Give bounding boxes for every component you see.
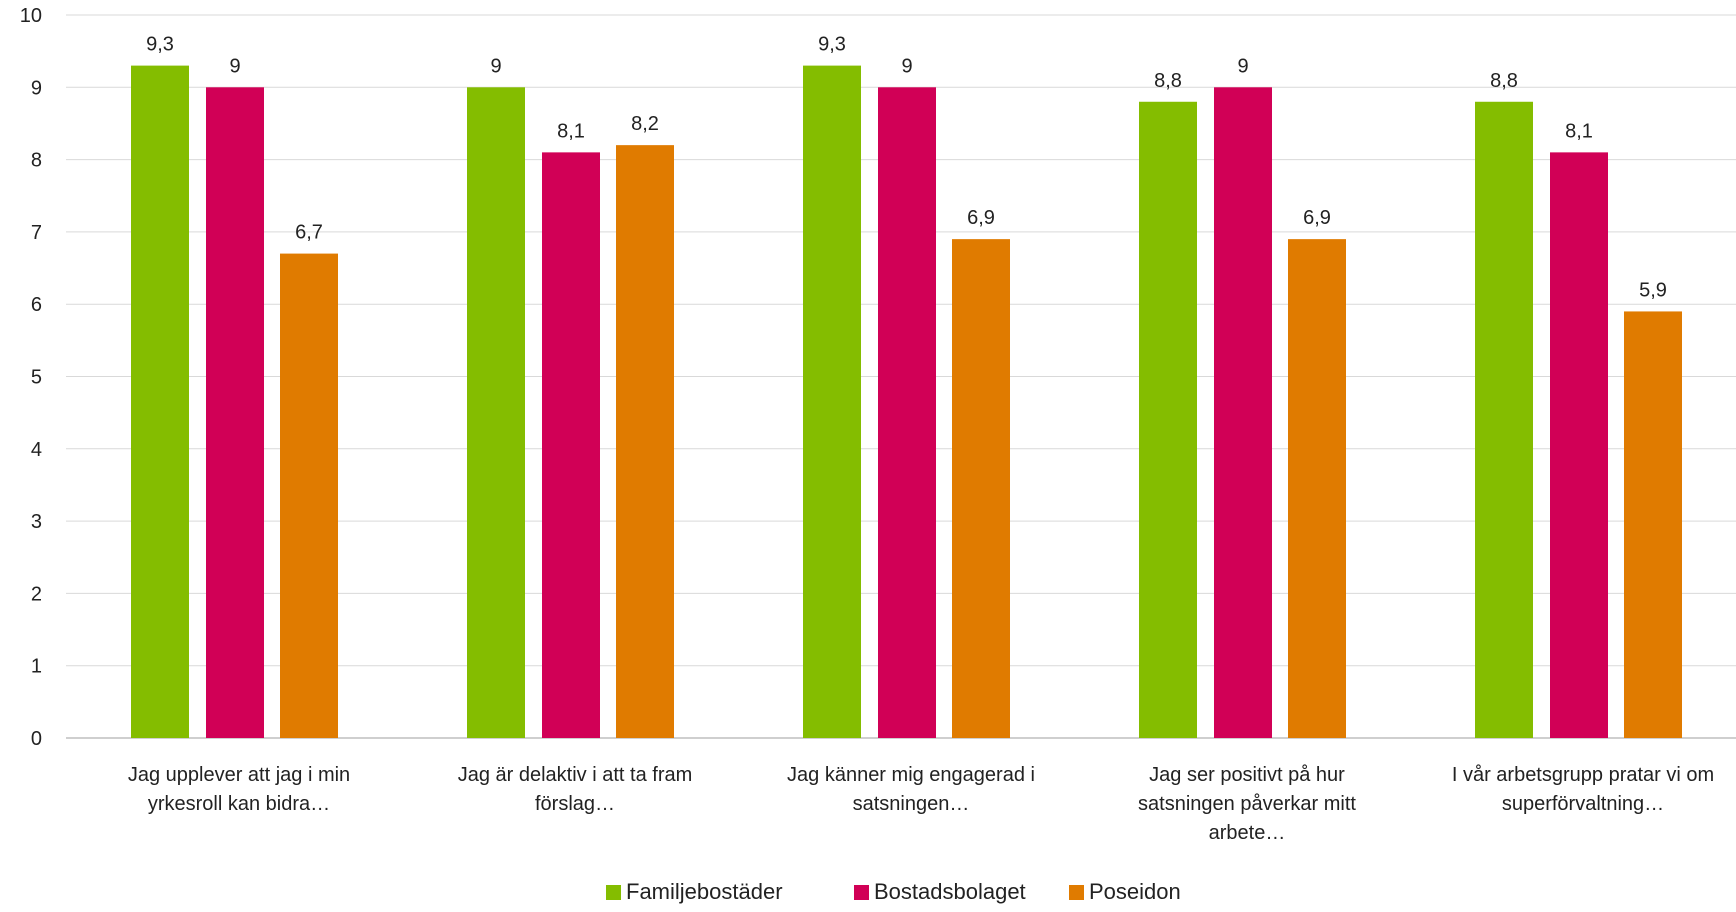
data-label: 9 [229, 55, 240, 77]
y-tick-label: 9 [31, 77, 42, 99]
bar [206, 87, 264, 739]
data-labels: 9,3 9 9,3 8,8 8,8 9 8,1 9 9 8,1 6,7 8,2 6,9 6,9 5,9 [146, 34, 1667, 302]
bar [1624, 311, 1682, 738]
data-label: 8,8 [1154, 70, 1182, 92]
bar [542, 152, 600, 738]
y-axis-ticks: 0 1 2 3 4 5 6 7 8 9 10 [20, 5, 42, 750]
legend-swatch [854, 885, 869, 900]
data-label: 6,9 [1303, 207, 1331, 229]
legend-swatch [606, 885, 621, 900]
x-tick-label: I vår arbetsgrupp pratar vi om superförva… [1452, 764, 1714, 815]
legend-label: Bostadsbolaget [874, 879, 1026, 904]
y-tick-label: 1 [31, 656, 42, 678]
x-tick-label: Jag upplever att jag i min yrkesroll kan … [128, 764, 350, 815]
data-label: 9 [1237, 55, 1248, 77]
bar [1214, 87, 1272, 739]
bar [1475, 101, 1533, 738]
bar [878, 87, 936, 739]
legend-label: Familjebostäder [626, 879, 783, 904]
bar [467, 87, 525, 739]
y-tick-label: 6 [31, 294, 42, 316]
legend: Familjebostäder Bostadsbolaget Poseidon [606, 879, 1181, 904]
bar [616, 145, 674, 738]
bar [1550, 152, 1608, 738]
data-label: 8,1 [1565, 120, 1593, 142]
legend-label: Poseidon [1089, 879, 1181, 904]
data-label: 9,3 [146, 34, 174, 56]
data-label: 6,9 [967, 207, 995, 229]
bar [1139, 101, 1197, 738]
data-label: 5,9 [1639, 279, 1667, 301]
data-label: 9 [901, 55, 912, 77]
data-label: 8,2 [631, 113, 659, 135]
bar [280, 253, 338, 738]
x-tick-label: Jag ser positivt på hur satsningen påverk… [1138, 764, 1356, 844]
y-tick-label: 8 [31, 150, 42, 172]
data-label: 9 [490, 55, 501, 77]
data-label: 8,1 [557, 120, 585, 142]
bar [803, 65, 861, 739]
x-axis-ticks: Jag upplever att jag i min yrkesroll kan … [128, 764, 1714, 844]
data-label: 8,8 [1490, 70, 1518, 92]
y-tick-label: 10 [20, 5, 42, 27]
bar [131, 65, 189, 739]
y-tick-label: 3 [31, 511, 42, 533]
y-tick-label: 4 [31, 439, 42, 461]
y-tick-label: 2 [31, 583, 42, 605]
y-tick-label: 7 [31, 222, 42, 244]
data-label: 9,3 [818, 34, 846, 56]
y-tick-label: 5 [31, 367, 42, 389]
bars [131, 65, 1682, 739]
data-label: 6,7 [295, 222, 323, 244]
x-tick-label: Jag känner mig engagerad i satsningen… [787, 764, 1035, 815]
bar [952, 239, 1010, 738]
x-tick-label: Jag är delaktiv i att ta fram förslag… [458, 764, 693, 815]
bar [1288, 239, 1346, 738]
y-tick-label: 0 [31, 728, 42, 750]
legend-swatch [1069, 885, 1084, 900]
